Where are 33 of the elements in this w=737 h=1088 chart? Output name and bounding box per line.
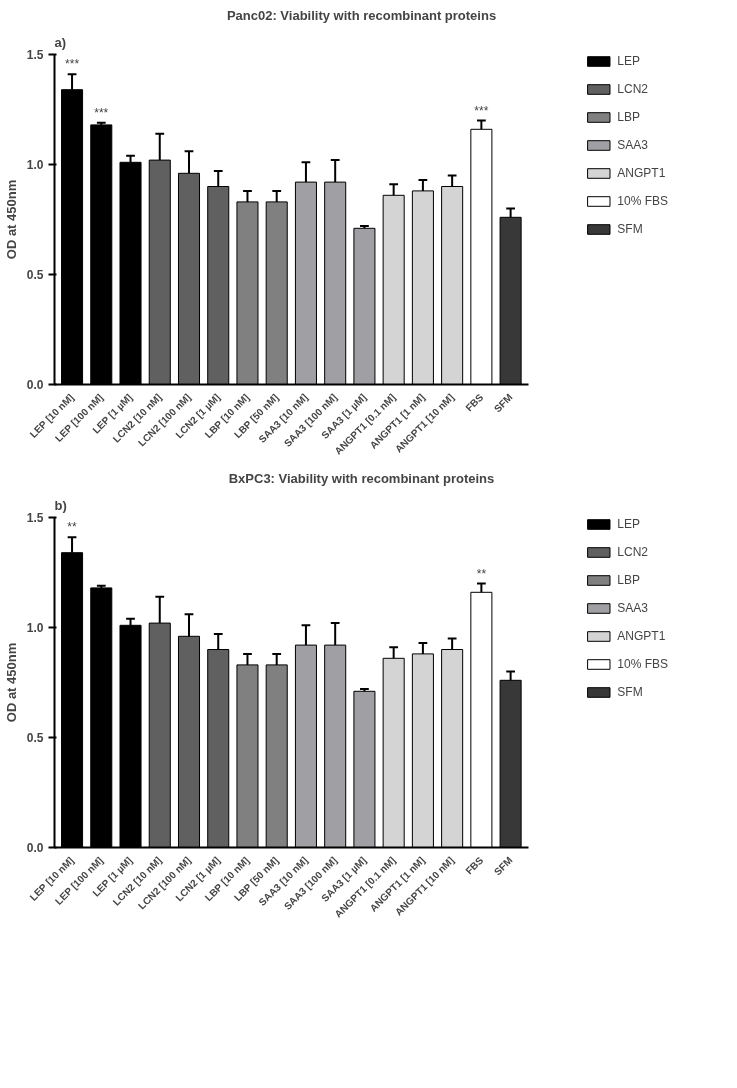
legend-label: ANGPT1	[617, 166, 666, 180]
y-tick-label: 0.0	[26, 841, 44, 855]
legend-label: LEP	[617, 54, 640, 68]
text: b)	[54, 497, 67, 513]
legend-label: ANGPT1	[617, 629, 666, 643]
legend-label: LBP	[617, 573, 640, 587]
legend-label: LCN2	[617, 82, 648, 96]
annotation: **	[476, 566, 487, 581]
legend-label: LBP	[617, 110, 640, 124]
y-tick-label: 1.0	[26, 158, 44, 172]
y-tick-label: 1.5	[26, 48, 44, 62]
y-tick-label: 1.0	[26, 621, 44, 635]
chart-title: Panc02: Viability with recombinant proteins	[226, 7, 497, 23]
legend-label: LCN2	[617, 545, 648, 559]
chart-title: BxPC3: Viability with recombinant proteins	[228, 470, 495, 486]
legend-label: SAA3	[617, 138, 648, 152]
annotation: **	[67, 520, 78, 535]
y-axis-title: OD at 450nm	[3, 179, 19, 260]
legend-label: 10% FBS	[617, 194, 668, 208]
y-tick-label: 0.5	[26, 268, 44, 282]
annotation: ***	[65, 57, 80, 72]
legend-label: SAA3	[617, 601, 648, 615]
annotation: ***	[474, 103, 489, 118]
text: a)	[54, 34, 67, 50]
y-tick-label: 1.5	[26, 511, 44, 525]
legend-label: 10% FBS	[617, 657, 668, 671]
y-tick-label: 0.0	[26, 378, 44, 392]
annotation: ***	[94, 105, 109, 120]
legend-label: SFM	[617, 685, 643, 699]
legend-label: SFM	[617, 222, 643, 236]
y-tick-label: 0.5	[26, 731, 44, 745]
y-axis-title: OD at 450nm	[3, 642, 19, 723]
legend-label: LEP	[617, 517, 640, 531]
